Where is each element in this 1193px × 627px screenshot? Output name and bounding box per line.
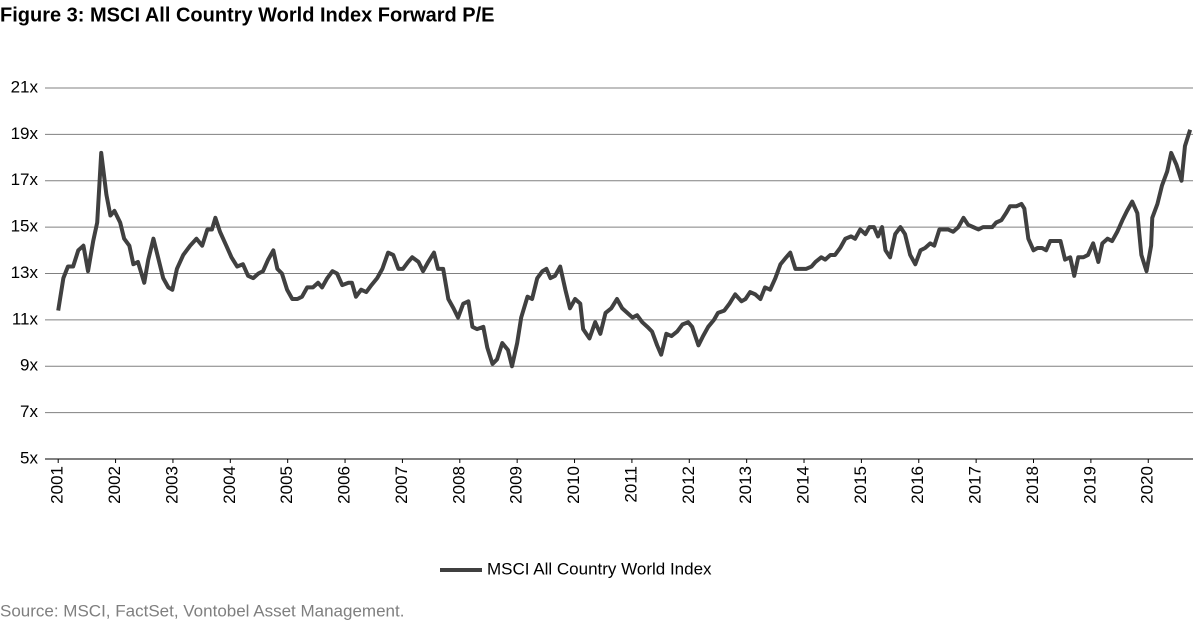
x-tick-label: 2005	[277, 466, 296, 504]
x-tick-label: 2013	[736, 466, 755, 504]
x-tick-label: 2004	[220, 466, 239, 504]
x-tick-label: 2012	[679, 466, 698, 504]
x-tick-label: 2016	[908, 466, 927, 504]
data-line	[56, 129, 1193, 369]
x-tick-label: 2001	[48, 466, 67, 504]
x-tick-label: 2019	[1080, 466, 1099, 504]
x-tick-label: 2002	[105, 466, 124, 504]
chart-title: Figure 3: MSCI All Country World Index F…	[0, 4, 494, 26]
x-tick-label: 2018	[1023, 466, 1042, 504]
x-tick-label: 2020	[1138, 466, 1157, 504]
y-tick-label: 19x	[11, 124, 39, 143]
x-tick-label: 2007	[392, 466, 411, 504]
x-tick-label: 2014	[794, 466, 813, 504]
y-tick-label: 7x	[20, 402, 38, 421]
legend-label: MSCI All Country World Index	[487, 559, 712, 578]
y-tick-label: 21x	[11, 77, 39, 96]
x-tick-label: 2017	[966, 466, 985, 504]
y-tick-label: 15x	[11, 217, 39, 236]
x-tick-label: 2008	[449, 466, 468, 504]
y-tick-label: 9x	[20, 356, 38, 375]
x-tick-label: 2006	[335, 466, 354, 504]
x-tick-label: 2009	[507, 466, 526, 504]
y-tick-label: 11x	[12, 309, 39, 328]
y-tick-label: 17x	[11, 170, 39, 189]
y-tick-label: 5x	[20, 448, 38, 467]
x-tick-label: 2010	[564, 466, 583, 504]
x-tick-label: 2015	[851, 466, 870, 504]
y-tick-label: 13x	[11, 263, 39, 282]
source-note: Source: MSCI, FactSet, Vontobel Asset Ma…	[0, 601, 404, 620]
x-tick-label: 2003	[162, 466, 181, 504]
x-tick-label: 2011	[621, 466, 640, 503]
